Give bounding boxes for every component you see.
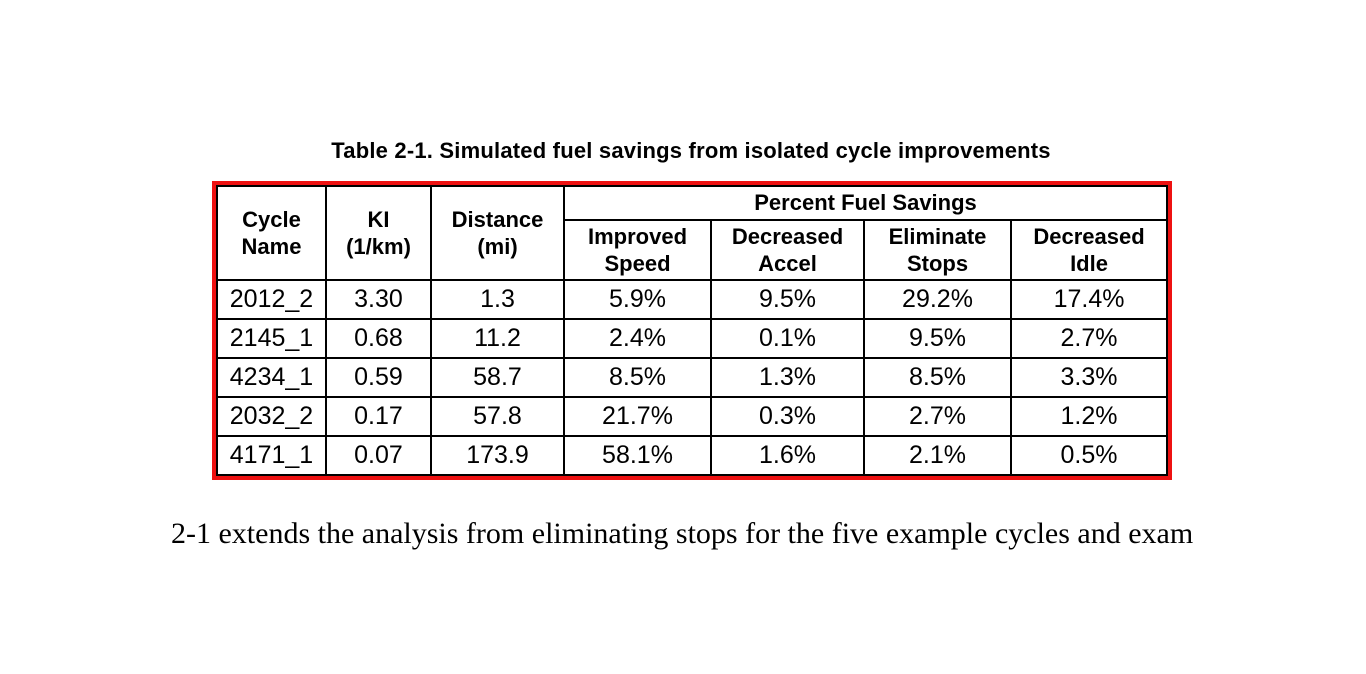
cell-ki: 3.30 bbox=[325, 279, 432, 320]
cell-ki: 0.68 bbox=[325, 318, 432, 359]
cell-cycle-name: 4171_1 bbox=[216, 435, 327, 476]
cell-improved-speed: 58.1% bbox=[563, 435, 712, 476]
cell-improved-speed: 5.9% bbox=[563, 279, 712, 320]
cell-decreased-accel: 9.5% bbox=[710, 279, 865, 320]
cell-ki: 0.07 bbox=[325, 435, 432, 476]
cell-distance: 173.9 bbox=[430, 435, 565, 476]
fuel-savings-table: Cycle Name KI (1/km) Distance (mi) Perce… bbox=[216, 185, 1169, 476]
cell-improved-speed: 2.4% bbox=[563, 318, 712, 359]
cell-decreased-accel: 1.3% bbox=[710, 357, 865, 398]
cell-ki: 0.17 bbox=[325, 396, 432, 437]
table-row: 4171_1 0.07 173.9 58.1% 1.6% 2.1% 0.5% bbox=[216, 435, 1169, 476]
header-decreased-idle: Decreased Idle bbox=[1009, 219, 1169, 281]
cell-ki: 0.59 bbox=[325, 357, 432, 398]
header-distance: Distance (mi) bbox=[430, 185, 565, 281]
cell-distance: 57.8 bbox=[430, 396, 565, 437]
cell-decreased-idle: 1.2% bbox=[1009, 396, 1169, 437]
body-paragraph: 2-1 extends the analysis from eliminatin… bbox=[171, 517, 1194, 550]
cell-decreased-idle: 17.4% bbox=[1009, 279, 1169, 320]
table-row: 2032_2 0.17 57.8 21.7% 0.3% 2.7% 1.2% bbox=[216, 396, 1169, 437]
cell-improved-speed: 8.5% bbox=[563, 357, 712, 398]
cell-cycle-name: 2032_2 bbox=[216, 396, 327, 437]
header-row-sub: Improved Speed Decreased Accel Eliminate… bbox=[217, 219, 1169, 281]
cell-cycle-name: 2012_2 bbox=[216, 279, 327, 320]
cell-distance: 58.7 bbox=[430, 357, 565, 398]
cell-eliminate-stops: 29.2% bbox=[863, 279, 1012, 320]
cell-decreased-accel: 1.6% bbox=[710, 435, 865, 476]
cell-decreased-accel: 0.3% bbox=[710, 396, 865, 437]
header-cycle-name: Cycle Name bbox=[216, 185, 327, 281]
table-caption: Table 2-1. Simulated fuel savings from i… bbox=[331, 138, 1051, 163]
table-row: 2145_1 0.68 11.2 2.4% 0.1% 9.5% 2.7% bbox=[216, 318, 1169, 359]
cell-cycle-name: 4234_1 bbox=[216, 357, 327, 398]
cell-distance: 11.2 bbox=[430, 318, 565, 359]
cell-decreased-accel: 0.1% bbox=[710, 318, 865, 359]
table-row: 2012_2 3.30 1.3 5.9% 9.5% 29.2% 17.4% bbox=[216, 279, 1169, 320]
cell-decreased-idle: 2.7% bbox=[1009, 318, 1169, 359]
cell-eliminate-stops: 9.5% bbox=[863, 318, 1012, 359]
cell-decreased-idle: 0.5% bbox=[1009, 435, 1169, 476]
header-eliminate-stops: Eliminate Stops bbox=[863, 219, 1012, 281]
cell-eliminate-stops: 2.7% bbox=[863, 396, 1012, 437]
cell-eliminate-stops: 2.1% bbox=[863, 435, 1012, 476]
table-outline: Cycle Name KI (1/km) Distance (mi) Perce… bbox=[212, 181, 1173, 480]
header-ki: KI (1/km) bbox=[325, 185, 432, 281]
cell-improved-speed: 21.7% bbox=[563, 396, 712, 437]
cell-cycle-name: 2145_1 bbox=[216, 318, 327, 359]
cell-decreased-idle: 3.3% bbox=[1009, 357, 1169, 398]
header-row-group: Cycle Name KI (1/km) Distance (mi) Perce… bbox=[216, 185, 1169, 281]
header-percent-fuel-savings: Percent Fuel Savings bbox=[562, 185, 1169, 221]
table-row: 4234_1 0.59 58.7 8.5% 1.3% 8.5% 3.3% bbox=[216, 357, 1169, 398]
header-improved-speed: Improved Speed bbox=[563, 219, 712, 281]
cell-distance: 1.3 bbox=[430, 279, 565, 320]
cell-eliminate-stops: 8.5% bbox=[863, 357, 1012, 398]
header-decreased-accel: Decreased Accel bbox=[710, 219, 865, 281]
